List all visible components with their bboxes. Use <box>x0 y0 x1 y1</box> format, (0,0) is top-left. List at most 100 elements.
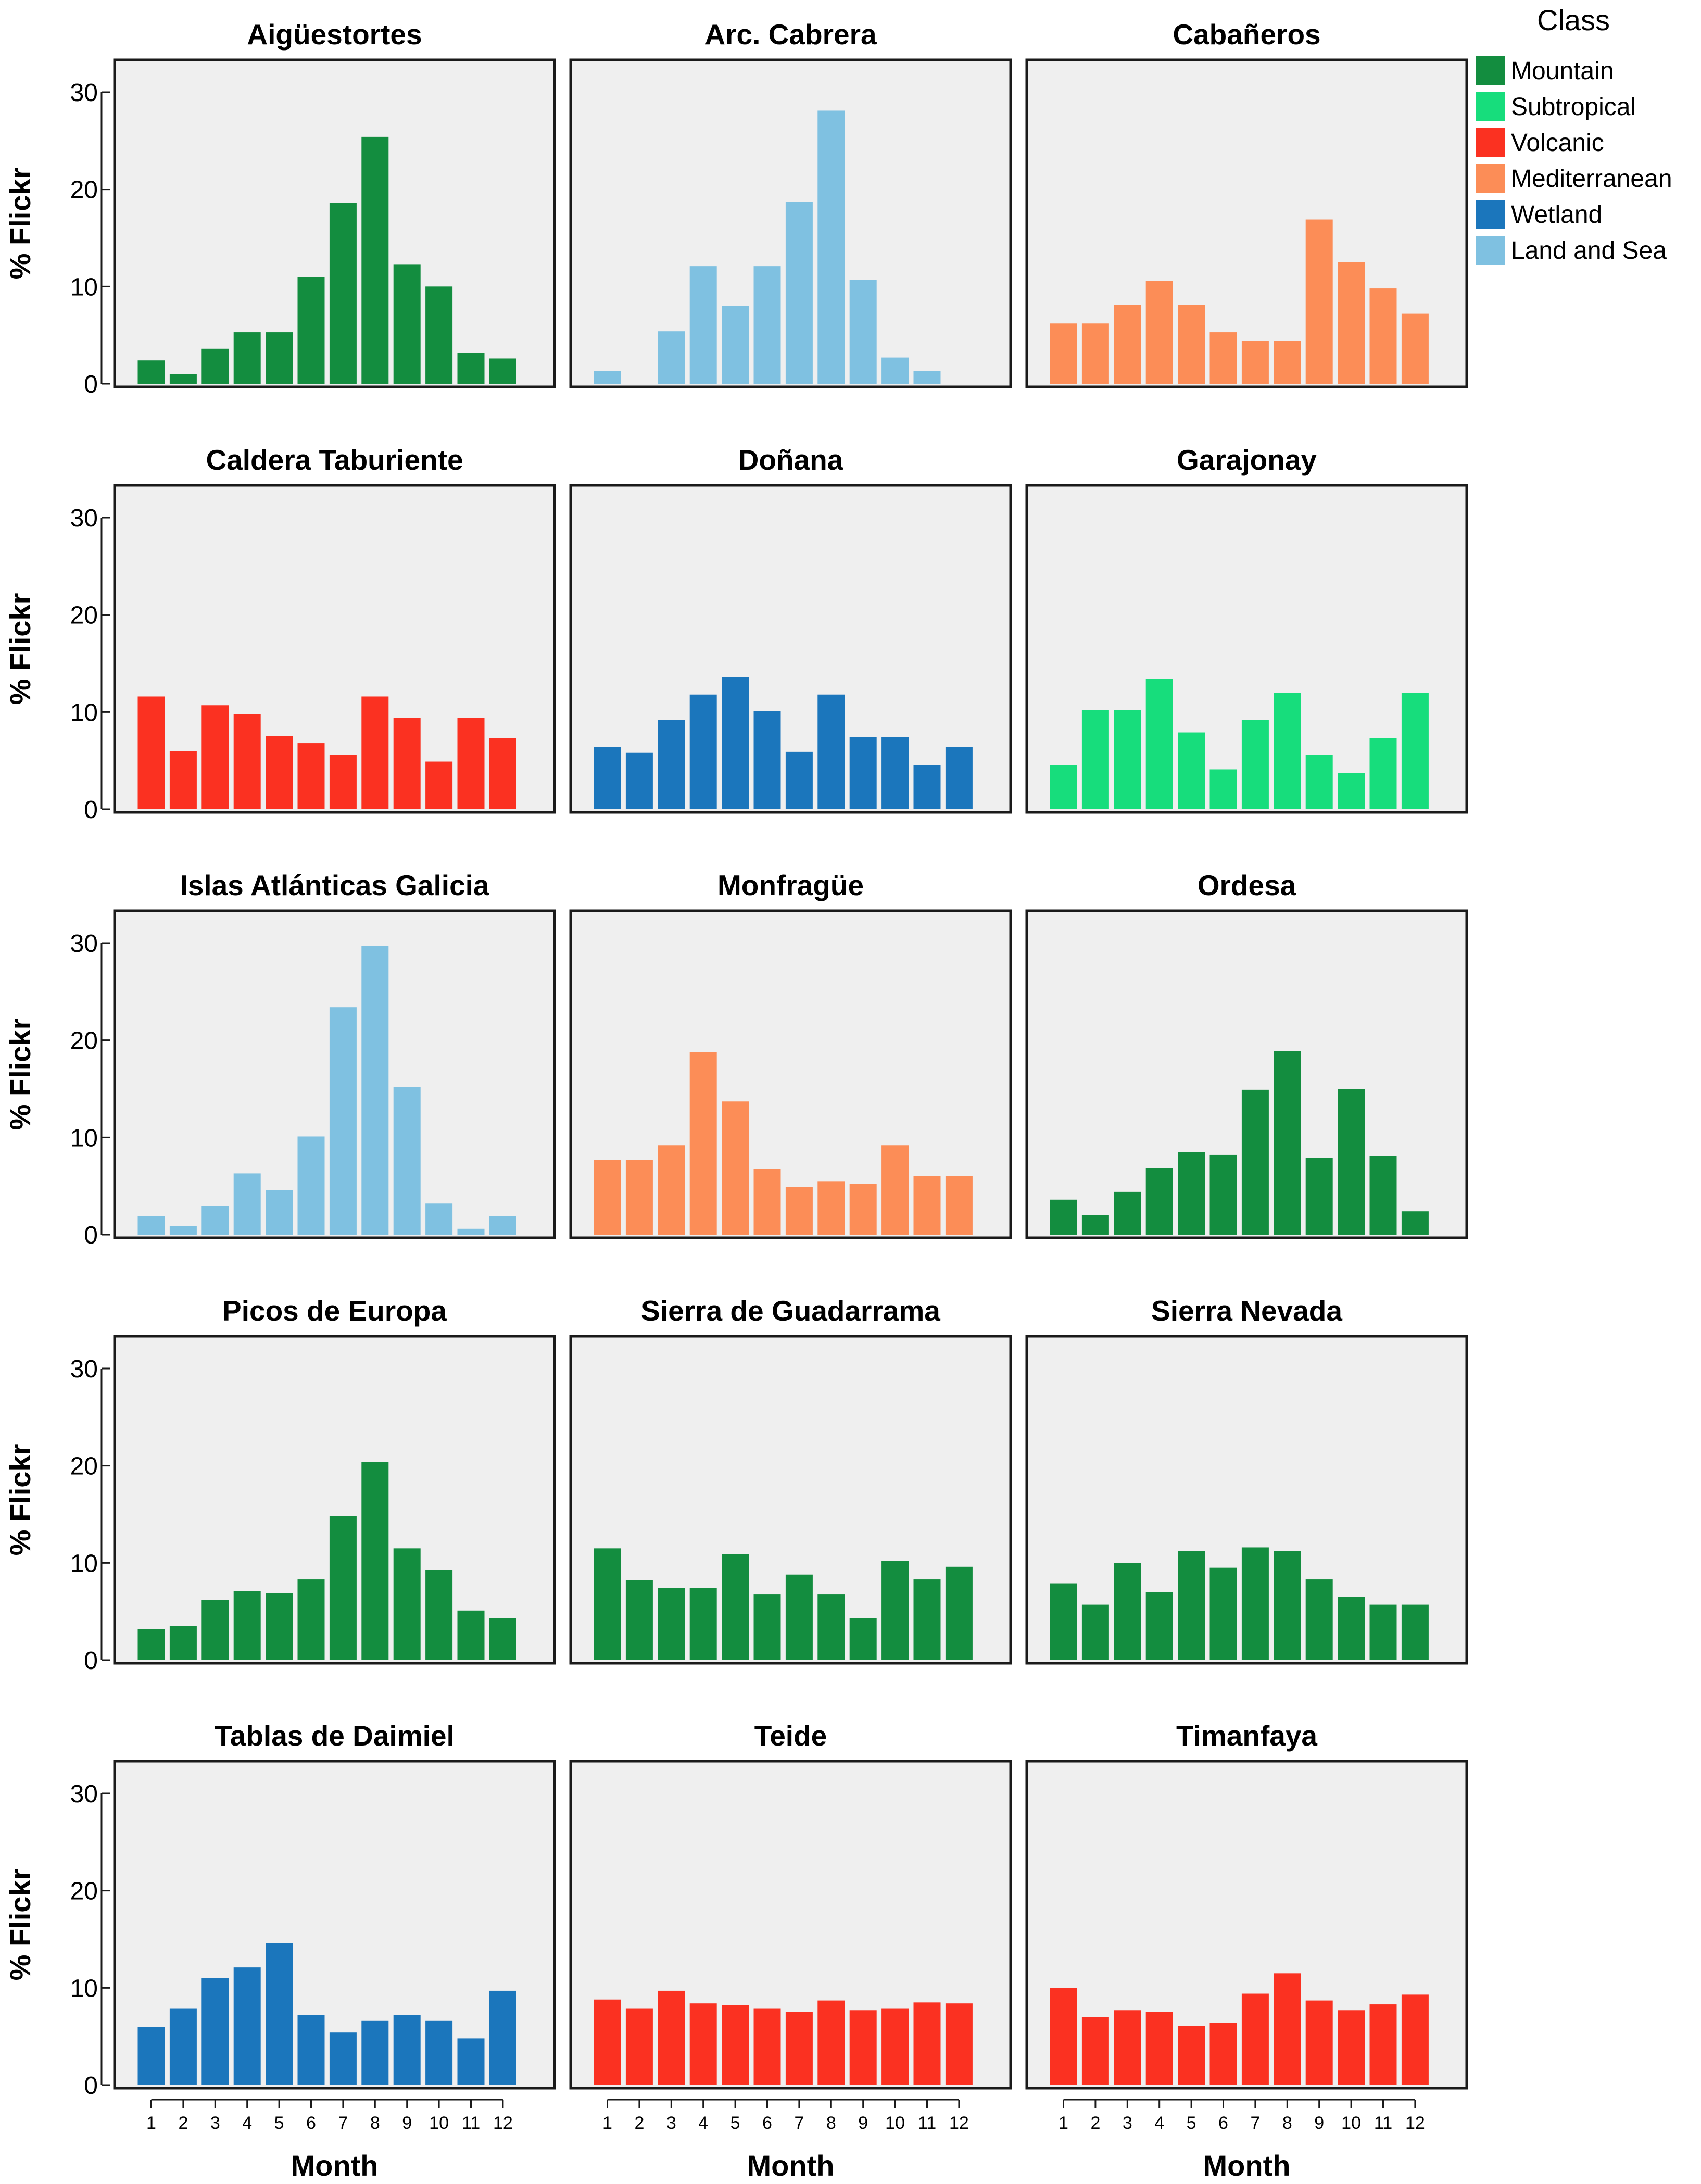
bar <box>361 946 389 1235</box>
bar <box>1305 2000 1333 2085</box>
bar <box>457 353 485 384</box>
x-tick-label: 1 <box>1059 2113 1068 2133</box>
panel-title: Teide <box>754 1719 827 1752</box>
panel-title: Sierra Nevada <box>1151 1295 1342 1327</box>
bar <box>849 280 877 384</box>
bar <box>1369 288 1397 384</box>
x-tick-label: 3 <box>666 2113 676 2133</box>
y-tick-label: 20 <box>70 177 98 204</box>
x-tick-label: 2 <box>1090 2113 1100 2133</box>
bar <box>945 747 973 809</box>
bar <box>233 332 261 384</box>
bar <box>1114 1191 1141 1235</box>
bar <box>1050 323 1077 384</box>
bar <box>625 2008 653 2085</box>
plot-frame <box>113 1760 556 2090</box>
panel-title: Islas Atlánticas Galicia <box>180 869 489 901</box>
y-axis: 0 10 20 30 % Flickr <box>4 505 110 824</box>
x-tick-label: 9 <box>1314 2113 1324 2133</box>
bar <box>489 738 516 809</box>
y-tick-label: 30 <box>70 930 98 958</box>
x-tick-label: 4 <box>698 2113 708 2133</box>
bar <box>881 1561 909 1660</box>
bar <box>1209 1154 1237 1235</box>
bar <box>625 1160 653 1235</box>
y-tick-label: 30 <box>70 505 98 532</box>
y-tick-label: 0 <box>84 1222 98 1249</box>
bar <box>1209 1567 1237 1660</box>
bar <box>266 1943 293 2085</box>
panel-title: Arc. Cabrera <box>704 18 877 51</box>
bar <box>1081 2017 1109 2085</box>
x-tick-label: 2 <box>634 2113 644 2133</box>
bar <box>594 1999 621 2085</box>
x-tick-label: 5 <box>730 2113 740 2133</box>
bar <box>913 1579 941 1660</box>
x-tick-label: 5 <box>1187 2113 1196 2133</box>
bar <box>393 2015 421 2085</box>
y-tick-label: 0 <box>84 796 98 824</box>
bar <box>945 2003 973 2085</box>
bar <box>489 1618 516 1660</box>
bar <box>329 203 357 384</box>
plot-frame <box>569 1335 1012 1665</box>
y-axis-title: % Flickr <box>4 593 36 705</box>
x-tick-label: 7 <box>338 2113 348 2133</box>
bar <box>753 1169 781 1235</box>
bar <box>329 2032 357 2085</box>
panel: Doñana <box>569 444 1012 814</box>
bar <box>489 1990 516 2085</box>
bar <box>658 1588 685 1660</box>
bar <box>1145 281 1173 384</box>
bar <box>1274 1973 1301 2085</box>
y-tick-label: 10 <box>70 1550 98 1577</box>
bar <box>393 718 421 809</box>
bar <box>1209 769 1237 809</box>
bar <box>849 1184 877 1235</box>
x-tick-label: 4 <box>242 2113 252 2133</box>
bar <box>137 1629 165 1660</box>
plot-frame <box>1025 909 1468 1239</box>
bar <box>1145 1592 1173 1660</box>
bar <box>1274 1551 1301 1660</box>
bar <box>233 1173 261 1235</box>
bar <box>785 2012 813 2085</box>
bar <box>1050 1988 1077 2085</box>
bar <box>425 1203 453 1235</box>
legend-label: Volcanic <box>1511 129 1604 157</box>
x-tick-label: 9 <box>858 2113 868 2133</box>
bar <box>169 1626 197 1660</box>
bar <box>658 331 685 384</box>
bar <box>785 202 813 384</box>
bar <box>1241 1993 1269 2085</box>
bar <box>1401 313 1429 384</box>
panel: Sierra Nevada <box>1025 1295 1468 1665</box>
bar <box>881 737 909 809</box>
plot-frame <box>113 484 556 814</box>
legend-swatch <box>1476 56 1505 85</box>
bar <box>233 714 261 809</box>
bar <box>201 1600 229 1660</box>
x-tick-label: 12 <box>493 2113 513 2133</box>
bar <box>1305 1579 1333 1660</box>
bar <box>137 696 165 809</box>
legend-swatch <box>1476 128 1505 157</box>
bar <box>169 1226 197 1235</box>
y-axis-title: % Flickr <box>4 168 36 280</box>
bar <box>625 1580 653 1660</box>
x-tick-label: 8 <box>1282 2113 1292 2133</box>
plot-frame <box>113 1335 556 1665</box>
panel-title: Cabañeros <box>1173 18 1320 51</box>
bar <box>1274 1051 1301 1235</box>
x-tick-label: 3 <box>210 2113 220 2133</box>
y-tick-label: 0 <box>84 371 98 398</box>
bar <box>913 765 941 809</box>
y-tick-label: 10 <box>70 699 98 726</box>
bar <box>945 1566 973 1660</box>
bar <box>753 1594 781 1660</box>
panel: Aigüestortes 0 10 20 30 % Flickr <box>4 18 556 398</box>
bar <box>594 747 621 809</box>
bar <box>1241 1547 1269 1660</box>
panel-title: Monfragüe <box>717 869 864 901</box>
